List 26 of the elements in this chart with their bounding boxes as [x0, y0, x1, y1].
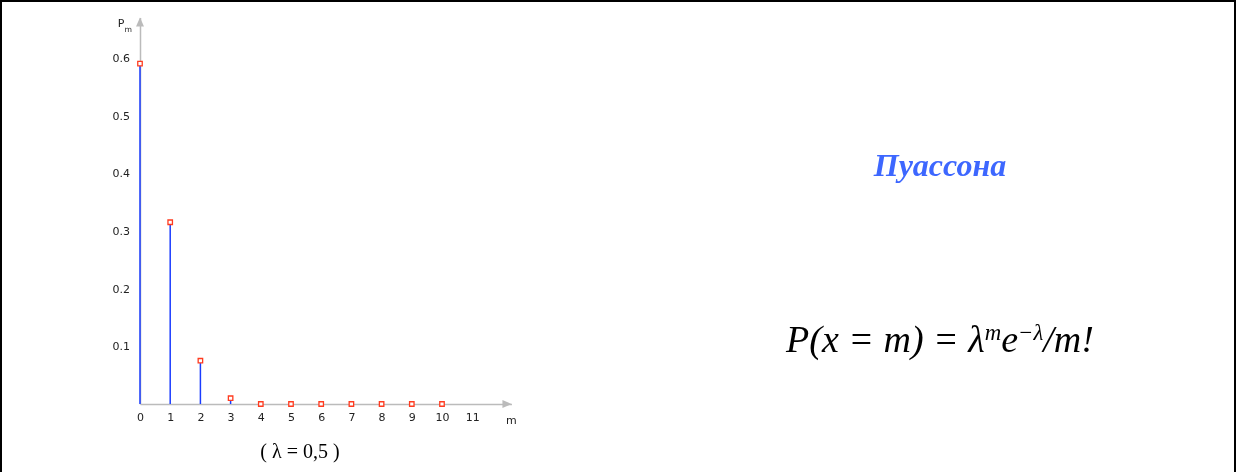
y-tick-label: 0.5 — [112, 109, 130, 123]
x-tick-label: 9 — [408, 410, 416, 424]
point — [137, 60, 143, 67]
x-tick-label: 11 — [465, 410, 480, 424]
x-tick-label: 10 — [435, 410, 450, 424]
x-tick-label: 5 — [288, 410, 295, 424]
text: Пуассона — [872, 147, 1007, 183]
x-tick-label: 7 — [348, 410, 356, 424]
x-tick-label: 8 — [378, 410, 386, 424]
y-tick-label: 0.2 — [112, 282, 130, 296]
x-axis-title: m — [506, 414, 517, 427]
point — [167, 219, 174, 226]
x-tick-label: 1 — [167, 410, 175, 424]
text: ( λ = 0,5 ) — [260, 440, 340, 463]
x-tick-label: 4 — [257, 410, 265, 424]
x-tick-label: 0 — [137, 410, 144, 424]
y-tick-label: 0.4 — [112, 167, 130, 181]
point — [197, 357, 204, 364]
text: P(x = m) = λ$^{m}$e$^{−λ}$/m! — [785, 318, 1094, 361]
x-tick-label: 3 — [227, 410, 235, 424]
y-axis-title: P$_{m}$ — [117, 17, 132, 34]
y-tick-label: 0.3 — [112, 224, 130, 238]
y-tick-label: 0.6 — [112, 51, 130, 65]
x-tick-label: 6 — [318, 410, 326, 424]
y-tick-label: 0.1 — [112, 340, 130, 354]
x-tick-label: 2 — [197, 410, 205, 424]
